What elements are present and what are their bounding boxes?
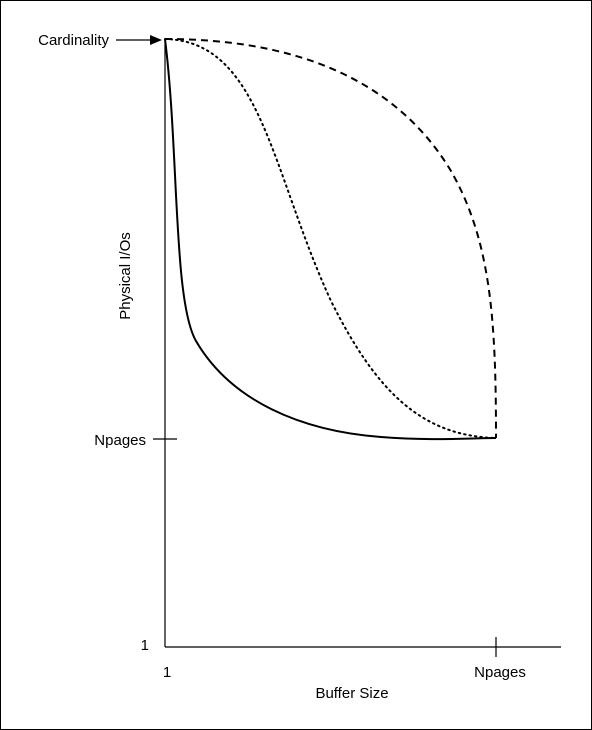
y-axis-title: Physical I/Os bbox=[117, 232, 134, 320]
y-bottom-label: 1 bbox=[141, 637, 149, 654]
y-mid-label: Npages bbox=[94, 432, 146, 449]
y-top-label: Cardinality bbox=[38, 32, 109, 49]
curve-dotted bbox=[165, 39, 496, 438]
x-axis-title: Buffer Size bbox=[315, 685, 388, 702]
curve-dashed bbox=[165, 39, 496, 438]
x-left-label: 1 bbox=[163, 664, 171, 681]
cardinality-arrowhead bbox=[150, 35, 162, 45]
x-right-label: Npages bbox=[474, 664, 526, 681]
curve-solid bbox=[165, 39, 496, 439]
